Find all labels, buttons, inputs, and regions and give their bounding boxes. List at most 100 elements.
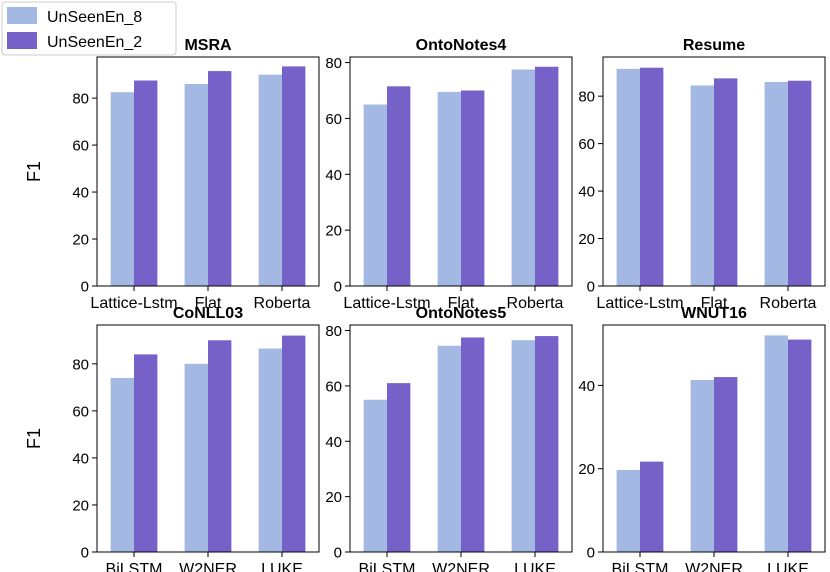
x-tick-label: LUKE	[767, 561, 809, 572]
y-tick-label: 0	[81, 545, 89, 562]
subplot-wnut16: BiLSTM W2NER LUKE 0 20 40 WNUT16	[578, 305, 826, 572]
bar-msra-flat-unseenen-2	[208, 71, 232, 286]
x-tick-label: Flat	[195, 295, 222, 312]
bar-ontonotes5-w2ner-unseenen-2	[461, 337, 485, 552]
axes-frame	[349, 56, 573, 287]
legend-label-unseen-2: UnSeenEn_2	[47, 34, 142, 51]
y-tick-label: 80	[325, 55, 342, 72]
subplot-title: CoNLL03	[173, 305, 243, 322]
y-tick-label: 40	[72, 450, 89, 467]
x-tick-label: BiLSTM	[359, 561, 416, 572]
bar-resume-roberta-unseenen-8	[764, 81, 788, 286]
bar-conll03-w2ner-unseenen-2	[208, 340, 232, 552]
legend-swatch-unseen-8	[7, 7, 37, 24]
y-tick-label: 60	[72, 138, 89, 155]
y-tick-label: 20	[72, 497, 89, 514]
y-tick-label: 60	[72, 403, 89, 420]
y-tick-label: 0	[334, 545, 342, 562]
x-tick-label: LUKE	[514, 561, 556, 572]
y-tick-label: 0	[334, 279, 342, 296]
y-tick-label: 0	[587, 279, 595, 296]
legend: UnSeenEn_8 UnSeenEn_2	[1, 1, 177, 56]
subplots: Lattice-Lstm Flat Roberta020406080MSRAF1La…	[24, 37, 826, 572]
x-tick-label: Lattice-Lstm	[343, 295, 430, 312]
subplot-ontonotes5: BiLSTM W2NER LUKE 0 20 40 60 80 OntoNotes5	[325, 305, 573, 572]
y-tick-label: 40	[578, 184, 595, 201]
x-tick-label: Lattice-Lstm	[90, 295, 177, 312]
axes-frame	[349, 324, 573, 553]
x-tick-label: Flat	[448, 295, 475, 312]
subplot-title: WNUT16	[681, 305, 747, 322]
subplot-title: MSRA	[184, 37, 232, 54]
y-tick-label: 40	[72, 185, 89, 202]
bar-ontonotes4-flat-unseenen-2	[461, 90, 485, 286]
bar-ontonotes5-bilstm-unseenen-2	[387, 383, 411, 552]
bar-conll03-w2ner-unseenen-8	[184, 363, 208, 552]
y-tick-label: 60	[325, 111, 342, 128]
bar-resume-roberta-unseenen-2	[788, 80, 812, 286]
bar-ontonotes5-bilstm-unseenen-8	[363, 399, 387, 552]
y-tick-label: 0	[587, 545, 595, 562]
x-tick-label: Lattice-Lstm	[596, 295, 683, 312]
bar-resume-flat-unseenen-8	[690, 85, 714, 286]
axes-frame	[602, 56, 826, 287]
bar-conll03-luke-unseenen-8	[258, 348, 282, 552]
bar-ontonotes4-lattice-lstm-unseenen-8	[363, 104, 387, 286]
y-tick-label: 80	[72, 356, 89, 373]
bar-msra-lattice-lstm-unseenen-2	[134, 80, 158, 287]
y-tick-label: 40	[325, 434, 342, 451]
bar-conll03-luke-unseenen-2	[282, 335, 306, 552]
x-tick-label: Roberta	[254, 295, 311, 312]
bar-msra-roberta-unseenen-2	[282, 66, 306, 286]
bar-resume-flat-unseenen-2	[714, 78, 738, 286]
bar-wnut16-bilstm-unseenen-2	[640, 461, 664, 552]
y-tick-label: 80	[578, 89, 595, 106]
y-tick-label: 80	[72, 91, 89, 108]
bar-resume-lattice-lstm-unseenen-2	[640, 67, 664, 287]
legend-swatch-unseen-2	[7, 32, 37, 49]
bar-ontonotes5-w2ner-unseenen-8	[437, 345, 461, 552]
x-tick-label: LUKE	[261, 561, 303, 572]
y-tick-label: 20	[578, 231, 595, 248]
x-tick-label: W2NER	[179, 561, 237, 572]
bar-wnut16-w2ner-unseenen-8	[690, 379, 714, 552]
subplot-title: OntoNotes4	[416, 37, 507, 54]
bar-wnut16-luke-unseenen-8	[764, 335, 788, 552]
subplot-conll03: BiLSTM W2NER LUKE 0 20 40 60 80 CoNLL03 F1	[24, 305, 320, 572]
bar-ontonotes4-lattice-lstm-unseenen-2	[387, 86, 411, 286]
y-tick-label: 20	[325, 489, 342, 506]
bar-msra-flat-unseenen-8	[184, 84, 208, 286]
bar-msra-lattice-lstm-unseenen-8	[110, 92, 134, 286]
subplot-title: Resume	[683, 37, 745, 54]
bar-ontonotes4-flat-unseenen-8	[437, 91, 461, 286]
x-tick-label: BiLSTM	[612, 561, 669, 572]
legend-label-unseen-8: UnSeenEn_8	[47, 9, 142, 26]
axes-frame	[602, 324, 826, 553]
axes-frame	[96, 324, 320, 553]
bar-ontonotes4-roberta-unseenen-8	[511, 69, 535, 286]
axes-frame	[96, 56, 320, 287]
subplot-ontonotes4: Lattice-Lstm Flat Roberta 0 20 40 60 80 OntoNote…	[325, 37, 573, 312]
x-tick-label: W2NER	[685, 561, 743, 572]
x-tick-label: Flat	[701, 295, 728, 312]
y-axis-label: F1	[24, 161, 44, 182]
x-tick-label: Roberta	[507, 295, 564, 312]
y-tick-label: 60	[578, 136, 595, 153]
subplot-resume: Lattice-Lstm Flat Roberta 0 20 40 60 80 Resume	[578, 37, 826, 312]
bar-msra-roberta-unseenen-8	[258, 74, 282, 287]
bar-wnut16-luke-unseenen-2	[788, 339, 812, 552]
bar-ontonotes5-luke-unseenen-2	[535, 336, 559, 552]
y-tick-label: 40	[325, 167, 342, 184]
y-tick-label: 40	[578, 378, 595, 395]
subplot-title: OntoNotes5	[416, 305, 507, 322]
subplot-msra: Lattice-Lstm Flat Roberta 0 20 40 60 80 MSRA F1	[24, 37, 320, 312]
y-tick-label: 20	[72, 232, 89, 249]
bar-ontonotes5-luke-unseenen-8	[511, 340, 535, 552]
bar-conll03-bilstm-unseenen-2	[134, 354, 158, 552]
y-tick-label: 60	[325, 378, 342, 395]
y-tick-label: 20	[578, 461, 595, 478]
bar-resume-lattice-lstm-unseenen-8	[616, 68, 640, 287]
bar-ontonotes4-roberta-unseenen-2	[535, 66, 559, 287]
y-tick-label: 0	[81, 279, 89, 296]
